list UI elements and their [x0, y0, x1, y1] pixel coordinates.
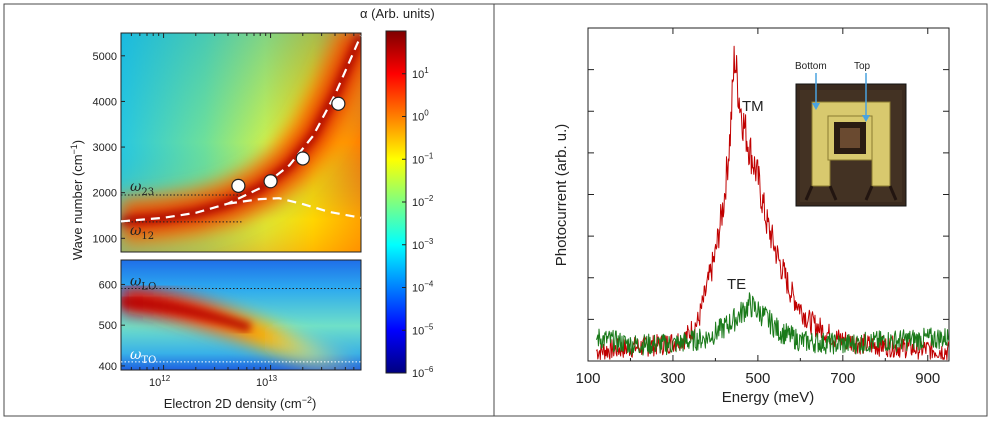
inset-label-bottom: Bottom — [795, 61, 827, 72]
upper-branch-line — [120, 34, 363, 223]
top-ytick-label: 5000 — [93, 51, 117, 63]
inset-label-top: Top — [854, 61, 871, 72]
top-ytick-label: 2000 — [93, 188, 117, 200]
data-point-0 — [231, 178, 246, 193]
colorbar-tick-label: 10−6 — [412, 365, 434, 380]
right-xtick-label: 700 — [830, 370, 855, 387]
top-ytick-label: 4000 — [93, 96, 117, 108]
data-point-2 — [295, 151, 310, 166]
right-xtick-label: 900 — [915, 370, 940, 387]
x-axis-label: Electron 2D density (cm−2) — [164, 395, 317, 411]
y-axis-label: Wave number (cm−1) — [69, 140, 85, 260]
series-label-TE: TE — [727, 276, 746, 293]
right-x-axis-label: Energy (meV) — [722, 389, 815, 406]
colorbar-tick-label: 10−4 — [412, 280, 434, 295]
left-heatmap-figure: ω23 ω12 ωLO ωTO 1000 2000 3000 4000 5000 400 500… — [69, 6, 435, 411]
top-overlays: ω23 ω12 — [120, 34, 363, 242]
top-ytick-label: 1000 — [93, 233, 117, 245]
device-photo-inset: Bottom Top — [795, 61, 907, 207]
top-plot-border — [120, 32, 362, 253]
data-point-3 — [331, 96, 346, 111]
right-xtick-label: 100 — [575, 370, 600, 387]
right-series — [596, 45, 950, 361]
colorbar-tick-label: 10−1 — [412, 151, 434, 166]
colorbar-ticks: 101 100 10−1 10−2 10−3 10−4 10−5 10−6 — [402, 66, 434, 380]
bottom-ytick-label: 600 — [99, 279, 117, 291]
data-point-1 — [263, 174, 278, 189]
right-photocurrent-figure: 100 300 500 700 900 TM TE Bottom Top Energy (… — [553, 27, 950, 406]
bottom-ytick-label: 400 — [99, 361, 117, 373]
x-tick-label: 1012 — [149, 374, 171, 389]
lower-branch-line — [227, 197, 362, 219]
right-xtick-label: 300 — [660, 370, 685, 387]
omega-label-23: ω23 — [130, 179, 154, 198]
right-series-labels: TM TE — [727, 98, 764, 293]
series-label-TM: TM — [742, 98, 764, 115]
bottom-overlays: ωLO ωTO — [121, 274, 361, 366]
right-axes: 100 300 500 700 900 — [575, 28, 949, 387]
omega-label-12: ω12 — [130, 223, 154, 242]
colorbar-tick-label: 10−2 — [412, 194, 434, 209]
right-y-axis-label: Photocurrent (arb. u.) — [553, 124, 570, 267]
colorbar-tick-label: 101 — [412, 66, 429, 81]
colorbar-title: α (Arb. units) — [360, 6, 435, 21]
top-ytick-label: 3000 — [93, 142, 117, 154]
x-tick-label: 1013 — [256, 374, 278, 389]
omega-label-TO: ωTO — [130, 347, 156, 366]
outer-frame — [3, 3, 988, 417]
bottom-plot-border — [120, 259, 362, 371]
right-xtick-label: 500 — [745, 370, 770, 387]
left-axes: 1000 2000 3000 4000 5000 400 500 600 1012 1013 — [93, 33, 362, 389]
bottom-heatmap — [121, 260, 361, 370]
series-TE-line — [596, 292, 950, 356]
colorbar-tick-label: 10−5 — [412, 322, 434, 337]
colorbar-tick-label: 10−3 — [412, 237, 434, 252]
omega-label-LO: ωLO — [130, 274, 156, 293]
colorbar-tick-label: 100 — [412, 109, 429, 124]
bottom-ytick-label: 500 — [99, 320, 117, 332]
